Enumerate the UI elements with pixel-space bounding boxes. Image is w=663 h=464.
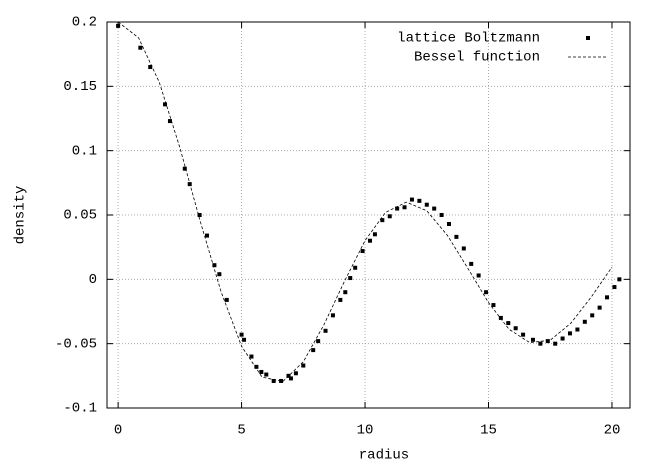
point [575,327,580,332]
point [330,313,335,318]
point [360,249,365,254]
point [316,339,321,344]
point [617,277,622,282]
point [338,297,343,302]
point [182,166,187,171]
point [521,332,526,337]
point [439,213,444,217]
point [560,336,565,341]
y-tick-label: 0.05 [63,208,97,224]
point [205,233,210,238]
y-tick-label: 0.15 [63,79,97,95]
point [484,290,489,295]
y-tick-label: 0.2 [72,15,97,31]
point [239,332,244,337]
legend-label: Bessel function [414,50,540,66]
point [367,238,372,243]
point [163,102,168,107]
point [553,341,558,346]
point [343,290,348,295]
x-tick-label: 0 [114,423,122,439]
point [217,272,222,277]
point [288,376,293,381]
point [513,326,518,331]
point [254,364,259,369]
point [279,378,284,383]
point [395,206,400,211]
y-tick-label: 0.1 [72,143,97,159]
point [402,205,407,210]
point [432,206,437,211]
point [249,354,254,359]
point [353,265,358,270]
point [597,305,602,310]
point [545,339,550,344]
point [311,348,316,353]
point [454,234,459,239]
point [224,297,229,302]
point [323,328,328,333]
plot-frame [106,21,631,409]
x-tick-label: 20 [604,423,621,439]
y-tick-label: -0.1 [63,401,97,417]
point [301,363,306,368]
point [612,285,617,290]
point [293,371,298,376]
point [167,119,172,124]
point [197,213,202,217]
point [590,313,595,318]
y-tick-label: -0.05 [55,336,97,352]
point [348,276,353,281]
y-axis-label: density [13,186,29,245]
point [264,372,269,377]
point [491,303,496,308]
point [476,273,481,278]
point [116,23,121,28]
line [117,21,613,382]
point [259,369,264,374]
point [271,378,276,383]
point [461,246,466,251]
point [212,263,217,268]
point [242,337,247,342]
x-axis-label: radius [359,448,409,464]
point [530,337,535,342]
point [148,65,153,70]
point [567,331,572,336]
point [506,321,511,326]
point [446,222,451,227]
point [138,45,143,50]
point [380,218,385,223]
x-tick-label: 15 [480,423,497,439]
point [582,319,587,324]
point [409,197,414,202]
y-tick-label: 0 [89,272,97,288]
point [424,202,429,207]
point [372,232,377,237]
point [498,315,503,320]
legend-marker [586,36,590,40]
x-tick-label: 10 [357,423,374,439]
point [417,198,422,203]
point [469,261,474,266]
legend-label: lattice Boltzmann [397,31,540,47]
x-tick-label: 5 [237,423,245,439]
point [538,341,543,346]
point [387,214,392,219]
point [605,295,610,300]
